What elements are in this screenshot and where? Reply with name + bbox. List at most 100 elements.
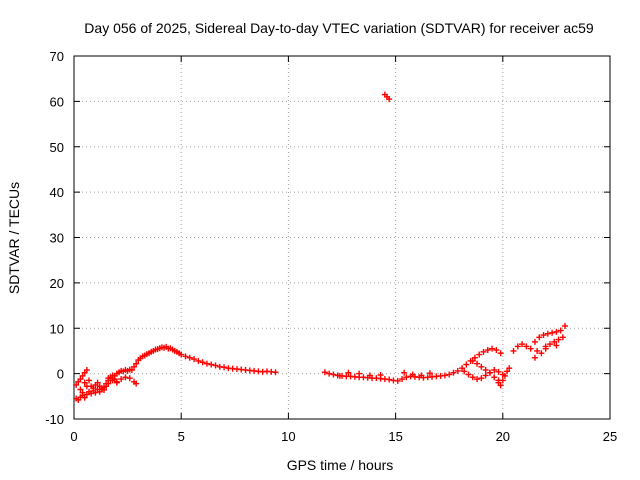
- data-point: [401, 369, 408, 376]
- data-point: [469, 357, 476, 364]
- data-point: [501, 372, 508, 379]
- data-point: [482, 366, 489, 373]
- data-point: [523, 343, 530, 350]
- data-point: [478, 375, 485, 382]
- data-point: [103, 380, 110, 387]
- data-point: [441, 372, 448, 379]
- data-point: [96, 383, 103, 390]
- x-tick-label: 20: [496, 429, 510, 444]
- data-point: [484, 347, 491, 354]
- data-point: [531, 338, 538, 345]
- data-point: [561, 322, 568, 329]
- data-point: [497, 382, 504, 389]
- data-point: [203, 360, 210, 367]
- data-point: [131, 363, 138, 370]
- y-tick-label: 10: [50, 321, 64, 336]
- data-point: [86, 377, 93, 384]
- data-point: [474, 376, 481, 383]
- tick-layer: 0 5 10 15 20 25 -10 0 10 20 30 40 50 60 70: [45, 49, 617, 444]
- data-point: [122, 374, 129, 381]
- data-point: [469, 374, 476, 381]
- data-point: [321, 369, 328, 376]
- data-point: [519, 341, 526, 348]
- data-point: [536, 334, 543, 341]
- data-point: [559, 334, 566, 341]
- data-point: [510, 347, 517, 354]
- data-point: [450, 369, 457, 376]
- data-point: [540, 332, 547, 339]
- data-point: [101, 384, 108, 391]
- data-point: [83, 366, 90, 373]
- data-point: [128, 366, 135, 373]
- data-point: [409, 371, 416, 378]
- x-tick-label: 5: [178, 429, 185, 444]
- data-point: [482, 372, 489, 379]
- data-point: [118, 376, 125, 383]
- data-point: [461, 368, 468, 375]
- data-point: [191, 356, 198, 363]
- data-point: [195, 357, 202, 364]
- data-point: [426, 370, 433, 377]
- data-point: [527, 345, 534, 352]
- grid-layer: [74, 56, 610, 419]
- data-point: [113, 379, 120, 386]
- data-point: [476, 351, 483, 358]
- data-point: [81, 379, 88, 386]
- data-point: [94, 379, 101, 386]
- data-point: [546, 341, 553, 348]
- data-point: [553, 342, 560, 349]
- data-point: [356, 370, 363, 377]
- data-point: [553, 328, 560, 335]
- data-point: [478, 363, 485, 370]
- y-tick-label: 30: [50, 231, 64, 246]
- data-point: [81, 394, 88, 401]
- data-point: [133, 380, 140, 387]
- x-axis-label: GPS time / hours: [287, 457, 394, 473]
- data-point: [542, 345, 549, 352]
- x-tick-label: 25: [603, 429, 617, 444]
- data-point: [109, 377, 116, 384]
- data-point: [221, 364, 228, 371]
- data-point: [399, 376, 406, 383]
- y-axis-label: SDTVAR / TECUs: [6, 182, 22, 294]
- data-point: [377, 371, 384, 378]
- data-point: [345, 369, 352, 376]
- data-point: [326, 370, 333, 377]
- data-point: [493, 347, 500, 354]
- data-point: [471, 354, 478, 361]
- data-point: [497, 350, 504, 357]
- data-point: [394, 377, 401, 384]
- data-point: [386, 96, 393, 103]
- data-point: [504, 368, 511, 375]
- y-tick-label: 20: [50, 276, 64, 291]
- x-tick-label: 10: [281, 429, 295, 444]
- data-point: [186, 354, 193, 361]
- data-point: [403, 374, 410, 381]
- data-point: [446, 371, 453, 378]
- data-point: [199, 359, 206, 366]
- data-point: [555, 336, 562, 343]
- y-tick-label: 60: [50, 94, 64, 109]
- chart-title: Day 056 of 2025, Sidereal Day-to-day VTE…: [84, 20, 594, 36]
- data-point: [489, 345, 496, 352]
- data-point: [480, 348, 487, 355]
- data-point: [90, 385, 97, 392]
- y-tick-label: 0: [57, 367, 64, 382]
- data-point: [92, 389, 99, 396]
- data-point: [454, 367, 461, 374]
- data-point: [486, 369, 493, 376]
- data-point: [77, 386, 84, 393]
- data-point: [465, 371, 472, 378]
- data-point: [418, 372, 425, 379]
- x-tick-label: 0: [70, 429, 77, 444]
- data-point: [83, 383, 90, 390]
- data-point: [178, 351, 185, 358]
- y-tick-label: 40: [50, 185, 64, 200]
- y-tick-label: 70: [50, 49, 64, 64]
- x-tick-label: 15: [388, 429, 402, 444]
- data-point: [495, 368, 502, 375]
- data-point: [544, 330, 551, 337]
- data-point: [491, 374, 498, 381]
- data-point: [557, 327, 564, 334]
- data-point: [212, 362, 219, 369]
